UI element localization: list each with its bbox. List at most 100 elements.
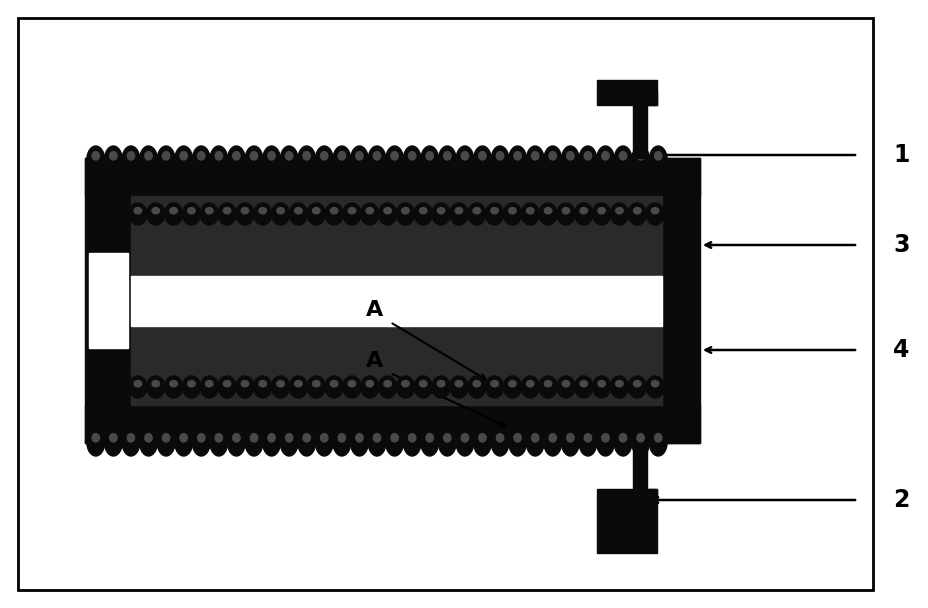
Ellipse shape <box>197 151 205 161</box>
Ellipse shape <box>319 433 329 443</box>
Ellipse shape <box>174 428 192 456</box>
Ellipse shape <box>253 203 272 225</box>
Ellipse shape <box>597 207 605 215</box>
Ellipse shape <box>297 428 316 456</box>
Bar <box>662 158 699 443</box>
Ellipse shape <box>561 428 579 456</box>
Ellipse shape <box>496 151 504 161</box>
Bar <box>632 105 646 158</box>
Ellipse shape <box>360 203 379 225</box>
Ellipse shape <box>347 380 356 387</box>
Ellipse shape <box>342 376 361 398</box>
Ellipse shape <box>503 376 521 398</box>
Ellipse shape <box>122 146 140 174</box>
Ellipse shape <box>467 203 485 225</box>
Ellipse shape <box>342 203 361 225</box>
Ellipse shape <box>385 146 403 174</box>
Ellipse shape <box>592 376 610 398</box>
Ellipse shape <box>438 428 456 456</box>
Ellipse shape <box>471 380 481 387</box>
Ellipse shape <box>267 433 276 443</box>
Ellipse shape <box>144 433 153 443</box>
Ellipse shape <box>129 203 147 225</box>
Ellipse shape <box>232 433 240 443</box>
Ellipse shape <box>104 146 122 174</box>
Ellipse shape <box>509 146 526 174</box>
Text: A: A <box>366 351 382 371</box>
Ellipse shape <box>645 376 664 398</box>
Ellipse shape <box>419 380 427 387</box>
Ellipse shape <box>169 207 178 215</box>
Ellipse shape <box>350 146 368 174</box>
Ellipse shape <box>289 376 307 398</box>
Ellipse shape <box>561 207 570 215</box>
Ellipse shape <box>240 380 249 387</box>
Ellipse shape <box>337 433 346 443</box>
Ellipse shape <box>91 433 100 443</box>
Bar <box>632 489 656 503</box>
Ellipse shape <box>240 207 249 215</box>
Ellipse shape <box>610 203 628 225</box>
Ellipse shape <box>210 428 227 456</box>
Ellipse shape <box>312 380 320 387</box>
Bar <box>89 253 128 348</box>
Ellipse shape <box>419 207 427 215</box>
Ellipse shape <box>129 376 147 398</box>
Ellipse shape <box>525 428 544 456</box>
Ellipse shape <box>385 428 403 456</box>
Ellipse shape <box>315 146 333 174</box>
Ellipse shape <box>636 151 644 161</box>
Ellipse shape <box>614 207 624 215</box>
Ellipse shape <box>509 428 526 456</box>
Ellipse shape <box>485 376 503 398</box>
Ellipse shape <box>147 376 164 398</box>
Ellipse shape <box>91 151 100 161</box>
Ellipse shape <box>471 207 481 215</box>
Ellipse shape <box>592 203 610 225</box>
Ellipse shape <box>512 433 522 443</box>
Ellipse shape <box>253 376 272 398</box>
Ellipse shape <box>600 433 609 443</box>
Ellipse shape <box>401 207 409 215</box>
Ellipse shape <box>578 146 596 174</box>
Ellipse shape <box>236 203 253 225</box>
Ellipse shape <box>600 151 609 161</box>
Ellipse shape <box>632 380 641 387</box>
Ellipse shape <box>503 203 521 225</box>
Ellipse shape <box>354 151 364 161</box>
Ellipse shape <box>443 433 451 443</box>
Ellipse shape <box>414 203 432 225</box>
Text: 3: 3 <box>892 233 909 257</box>
Ellipse shape <box>548 433 557 443</box>
Ellipse shape <box>382 380 392 387</box>
Ellipse shape <box>390 151 398 161</box>
Ellipse shape <box>218 203 236 225</box>
Ellipse shape <box>565 433 574 443</box>
Ellipse shape <box>350 428 368 456</box>
Ellipse shape <box>425 433 433 443</box>
Bar <box>131 275 662 325</box>
Ellipse shape <box>236 376 253 398</box>
Ellipse shape <box>192 428 210 456</box>
Ellipse shape <box>250 151 258 161</box>
Ellipse shape <box>293 380 303 387</box>
Ellipse shape <box>438 146 456 174</box>
Ellipse shape <box>151 380 160 387</box>
Ellipse shape <box>284 151 293 161</box>
Ellipse shape <box>454 207 463 215</box>
Ellipse shape <box>271 376 290 398</box>
Ellipse shape <box>245 146 263 174</box>
Ellipse shape <box>449 376 468 398</box>
Ellipse shape <box>490 380 498 387</box>
Ellipse shape <box>126 151 135 161</box>
Ellipse shape <box>613 428 631 456</box>
Ellipse shape <box>200 203 218 225</box>
Ellipse shape <box>538 376 557 398</box>
Ellipse shape <box>521 376 539 398</box>
Bar <box>632 91 656 105</box>
Ellipse shape <box>425 151 433 161</box>
Ellipse shape <box>610 376 628 398</box>
Ellipse shape <box>245 428 263 456</box>
Ellipse shape <box>613 146 631 174</box>
Ellipse shape <box>561 146 579 174</box>
